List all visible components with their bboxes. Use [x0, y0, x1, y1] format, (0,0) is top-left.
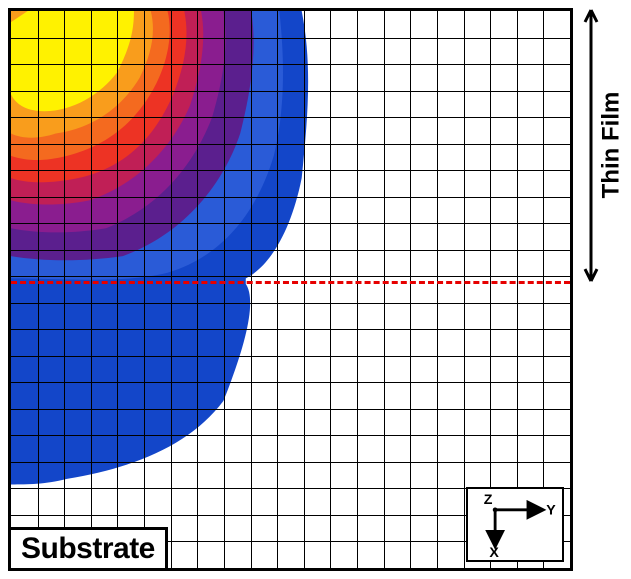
thin-film-label: Thin Film — [597, 91, 625, 198]
contour-map — [11, 11, 570, 568]
axis-y-label: Y — [546, 503, 556, 519]
coordinate-axes: Z Y X — [468, 489, 562, 560]
coordinate-axes-box: Z Y X — [466, 487, 564, 562]
plot-area: Substrate Z Y X — [8, 8, 573, 571]
substrate-label: Substrate — [11, 527, 168, 569]
axis-z-label: Z — [484, 492, 493, 508]
axis-x-label: X — [489, 545, 499, 560]
